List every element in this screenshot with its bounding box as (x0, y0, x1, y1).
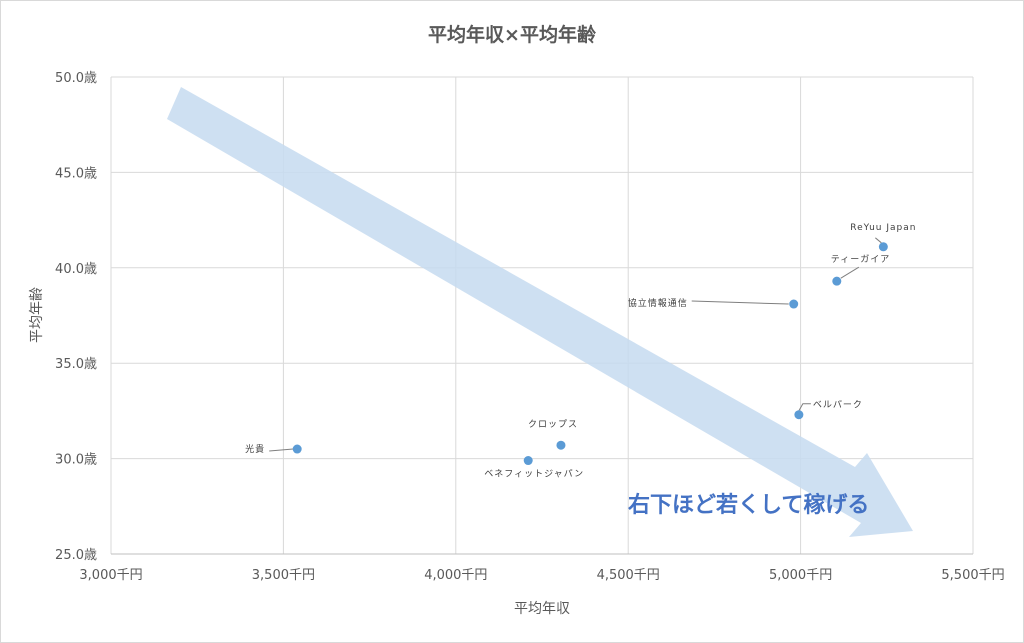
trend-arrow-shape (167, 87, 913, 537)
x-axis-title: 平均年収 (514, 601, 570, 617)
data-label: ReYuu Japan (850, 223, 916, 233)
leader-line (875, 237, 882, 244)
y-tick-label: 50.0歳 (55, 71, 97, 86)
y-tick-label: 35.0歳 (55, 357, 97, 372)
data-label: 光貴 (245, 443, 265, 455)
data-point (292, 444, 302, 454)
y-tick-label: 25.0歳 (55, 548, 97, 563)
data-label: 協立情報通信 (628, 297, 688, 309)
x-tick-label: 5,500千円 (941, 568, 1004, 583)
y-tick-label: 40.0歳 (55, 262, 97, 277)
x-tick-label: 3,500千円 (252, 568, 315, 583)
data-point (878, 242, 888, 252)
data-label: ティーガイア (831, 254, 890, 265)
data-point (523, 456, 533, 466)
data-label: ベルパーク (813, 400, 863, 411)
x-tick-label: 3,000千円 (79, 568, 142, 583)
label-leader-lines (269, 237, 882, 452)
leader-line (798, 403, 811, 411)
data-point (832, 276, 842, 286)
x-tick-label: 4,500千円 (597, 568, 660, 583)
leader-line (840, 266, 860, 279)
chart-title: 平均年収×平均年齢 (428, 23, 597, 46)
data-label: ベネフィットジャパン (484, 469, 584, 480)
leader-line (269, 448, 294, 452)
trend-annotation: 右下ほど若くして稼げる (628, 492, 869, 518)
trend-arrow (167, 87, 913, 537)
y-tick-label: 30.0歳 (55, 453, 97, 468)
data-point (789, 299, 799, 309)
x-tick-label: 4,000千円 (424, 568, 487, 583)
y-axis-title: 平均年齢 (29, 287, 45, 343)
x-tick-label: 5,000千円 (769, 568, 832, 583)
data-point (794, 410, 804, 420)
data-label: クロップス (528, 419, 578, 430)
y-tick-label: 45.0歳 (55, 166, 97, 181)
axes: 3,000千円 3,500千円 4,000千円 4,500千円 5,000千円 5,500… (55, 71, 1005, 583)
data-point (556, 440, 566, 450)
leader-line (691, 300, 789, 305)
data-points (292, 242, 888, 466)
